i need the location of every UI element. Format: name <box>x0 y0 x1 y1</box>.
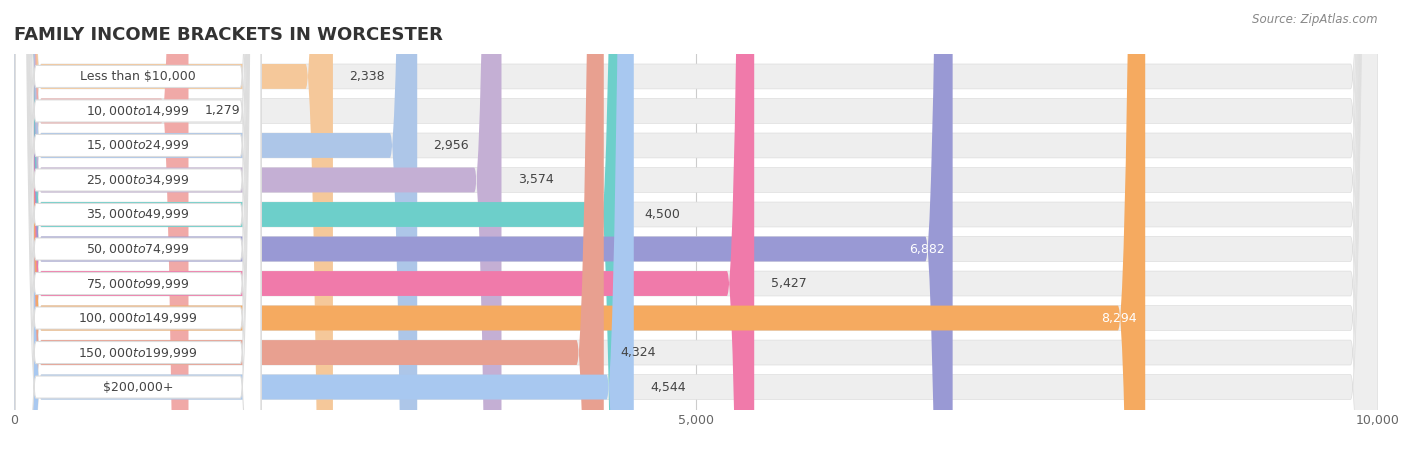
FancyBboxPatch shape <box>14 0 1378 450</box>
FancyBboxPatch shape <box>15 0 262 450</box>
Text: 3,574: 3,574 <box>517 174 554 186</box>
Text: $35,000 to $49,999: $35,000 to $49,999 <box>86 207 190 221</box>
FancyBboxPatch shape <box>15 0 262 450</box>
FancyBboxPatch shape <box>14 0 1378 450</box>
Text: 4,324: 4,324 <box>620 346 655 359</box>
Text: Source: ZipAtlas.com: Source: ZipAtlas.com <box>1253 14 1378 27</box>
FancyBboxPatch shape <box>14 0 1378 450</box>
FancyBboxPatch shape <box>14 0 1378 450</box>
FancyBboxPatch shape <box>14 0 1378 450</box>
FancyBboxPatch shape <box>14 0 754 450</box>
Text: 1,279: 1,279 <box>205 104 240 117</box>
FancyBboxPatch shape <box>14 0 1146 450</box>
FancyBboxPatch shape <box>14 0 333 450</box>
Text: Less than $10,000: Less than $10,000 <box>80 70 195 83</box>
Text: $15,000 to $24,999: $15,000 to $24,999 <box>86 139 190 153</box>
Text: $75,000 to $99,999: $75,000 to $99,999 <box>86 276 190 291</box>
FancyBboxPatch shape <box>14 0 627 450</box>
FancyBboxPatch shape <box>15 0 262 450</box>
FancyBboxPatch shape <box>15 0 262 450</box>
Text: FAMILY INCOME BRACKETS IN WORCESTER: FAMILY INCOME BRACKETS IN WORCESTER <box>14 26 443 44</box>
FancyBboxPatch shape <box>15 0 262 450</box>
FancyBboxPatch shape <box>14 0 1378 450</box>
FancyBboxPatch shape <box>14 0 1378 450</box>
FancyBboxPatch shape <box>14 0 953 450</box>
FancyBboxPatch shape <box>14 0 188 450</box>
FancyBboxPatch shape <box>14 0 603 450</box>
FancyBboxPatch shape <box>15 0 262 450</box>
FancyBboxPatch shape <box>15 0 262 450</box>
Text: 4,500: 4,500 <box>644 208 681 221</box>
FancyBboxPatch shape <box>14 0 1378 450</box>
FancyBboxPatch shape <box>15 0 262 450</box>
FancyBboxPatch shape <box>14 0 418 450</box>
Text: 2,956: 2,956 <box>433 139 470 152</box>
Text: 8,294: 8,294 <box>1101 311 1137 324</box>
FancyBboxPatch shape <box>15 0 262 450</box>
FancyBboxPatch shape <box>14 0 502 450</box>
Text: 6,882: 6,882 <box>908 243 945 256</box>
Text: 4,544: 4,544 <box>650 381 686 394</box>
Text: 5,427: 5,427 <box>770 277 806 290</box>
Text: $25,000 to $34,999: $25,000 to $34,999 <box>86 173 190 187</box>
Text: $100,000 to $149,999: $100,000 to $149,999 <box>79 311 198 325</box>
Text: 2,338: 2,338 <box>349 70 385 83</box>
Text: $50,000 to $74,999: $50,000 to $74,999 <box>86 242 190 256</box>
Text: $150,000 to $199,999: $150,000 to $199,999 <box>79 346 198 360</box>
Text: $10,000 to $14,999: $10,000 to $14,999 <box>86 104 190 118</box>
FancyBboxPatch shape <box>15 0 262 450</box>
FancyBboxPatch shape <box>14 0 1378 450</box>
Text: $200,000+: $200,000+ <box>103 381 173 394</box>
FancyBboxPatch shape <box>14 0 634 450</box>
FancyBboxPatch shape <box>14 0 1378 450</box>
